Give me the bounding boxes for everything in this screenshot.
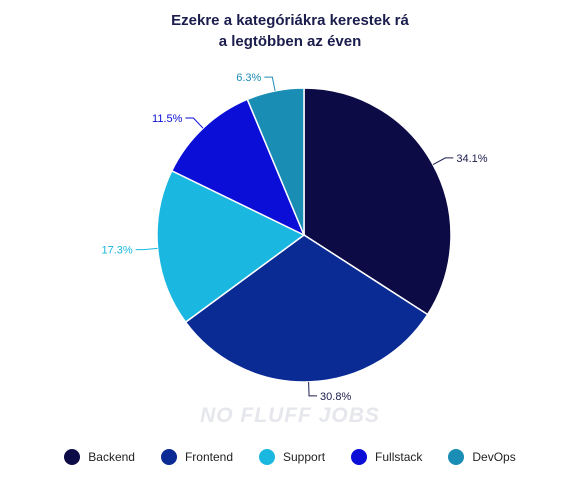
chart-title-line-1: Ezekre a kategóriákra kerestek rá [171,12,409,29]
legend-label-frontend: Frontend [184,450,233,464]
leader-line-support [135,247,158,251]
legend-item-fullstack: Fullstack [351,449,422,465]
data-label-backend: 34.1% [456,153,487,165]
legend-swatch-devops [448,449,465,465]
legend-item-devops: DevOps [448,449,516,465]
data-label-devops: 6.3% [236,72,261,84]
legend-label-fullstack: Fullstack [375,450,423,464]
data-label-support: 17.3% [101,245,132,257]
legend-swatch-frontend [160,449,177,465]
pie-slice-frontend [184,234,429,383]
legend-item-support: Support [259,449,325,465]
leader-line-devops [264,76,276,91]
legend-swatch-backend [64,449,81,465]
data-label-fullstack: 11.5% [152,113,183,125]
pie-slice-fullstack [170,98,306,237]
legend-label-support: Support [283,450,326,464]
legend-label-devops: DevOps [472,450,516,464]
leader-line-fullstack [185,117,204,129]
leader-line-backend [432,157,454,166]
leader-line-frontend [308,381,318,397]
legend-swatch-support [259,449,275,465]
brand-watermark: NO FLUFF JOBS [200,404,380,427]
chart-legend: Backend Frontend Support Fullstack DevOp… [0,449,580,465]
data-label-frontend: 30.8% [320,391,351,403]
legend-item-frontend: Frontend [160,449,233,465]
legend-item-backend: Backend [64,449,135,465]
chart-title-line-2: a legtöbben az éven [218,33,362,50]
legend-label-backend: Backend [88,450,135,464]
chart-title: Ezekre a kategóriákra kerestek rá a legt… [0,10,580,52]
legend-swatch-fullstack [351,449,368,465]
